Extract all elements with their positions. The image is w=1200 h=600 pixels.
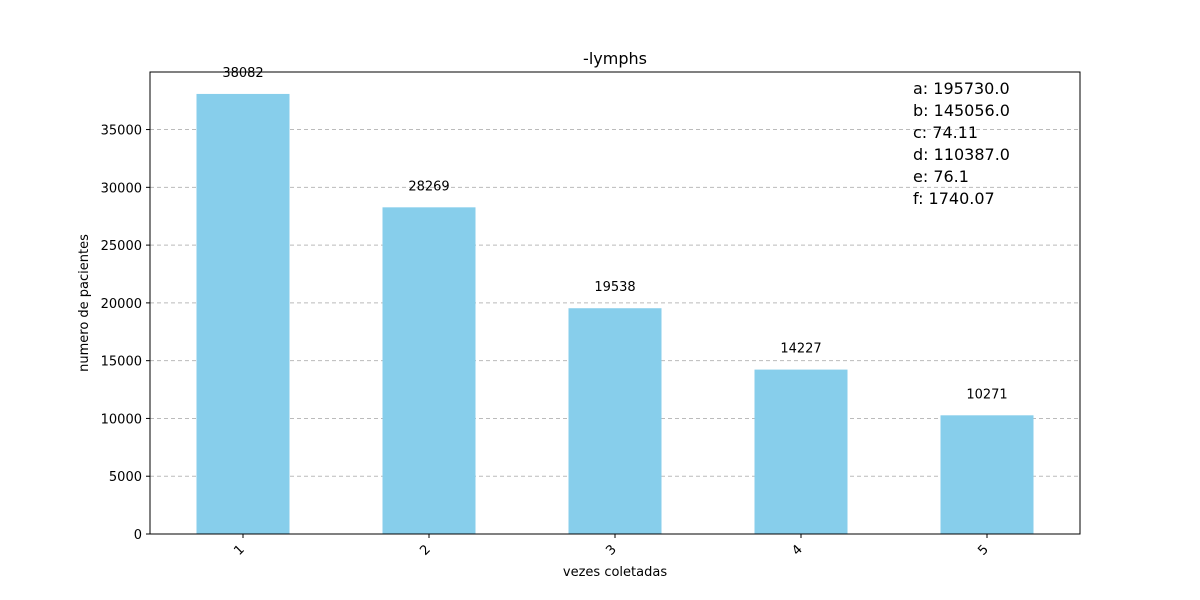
bar xyxy=(382,207,476,534)
y-axis-ticks: 0 5000 10000 15000 20000 25000 30000 35000 xyxy=(101,124,150,543)
bar-value-label: 19538 xyxy=(594,280,635,295)
y-tick-label: 25000 xyxy=(101,239,142,254)
stat-c: c: 74.11 xyxy=(913,123,978,142)
bar-value-label: 10271 xyxy=(966,387,1007,402)
bar xyxy=(568,308,662,534)
stat-e: e: 76.1 xyxy=(913,167,969,186)
bar-value-label: 38082 xyxy=(222,66,263,81)
stat-a: a: 195730.0 xyxy=(913,79,1010,98)
stat-f: f: 1740.07 xyxy=(913,189,995,208)
x-axis-title: vezes coletadas xyxy=(563,565,667,580)
y-tick-label: 20000 xyxy=(101,297,142,312)
chart-title: -lymphs xyxy=(583,49,647,68)
y-tick-label: 15000 xyxy=(101,355,142,370)
y-tick-label: 10000 xyxy=(101,412,142,427)
data-labels: 38082 28269 19538 14227 10271 xyxy=(222,66,1007,402)
bar xyxy=(196,93,290,535)
bar-value-label: 14227 xyxy=(780,342,821,357)
stat-d: d: 110387.0 xyxy=(913,145,1010,164)
y-tick-label: 5000 xyxy=(109,470,142,485)
bar xyxy=(940,415,1034,534)
bar xyxy=(754,369,848,534)
y-tick-label: 30000 xyxy=(101,181,142,196)
y-axis-title: numero de pacientes xyxy=(77,234,92,372)
y-tick-label: 35000 xyxy=(101,124,142,139)
stats-annotation: a: 195730.0 b: 145056.0 c: 74.11 d: 1103… xyxy=(913,79,1010,208)
y-tick-label: 0 xyxy=(134,528,142,543)
bar-value-label: 28269 xyxy=(408,179,449,194)
bars xyxy=(196,93,1034,535)
stat-b: b: 145056.0 xyxy=(913,101,1010,120)
